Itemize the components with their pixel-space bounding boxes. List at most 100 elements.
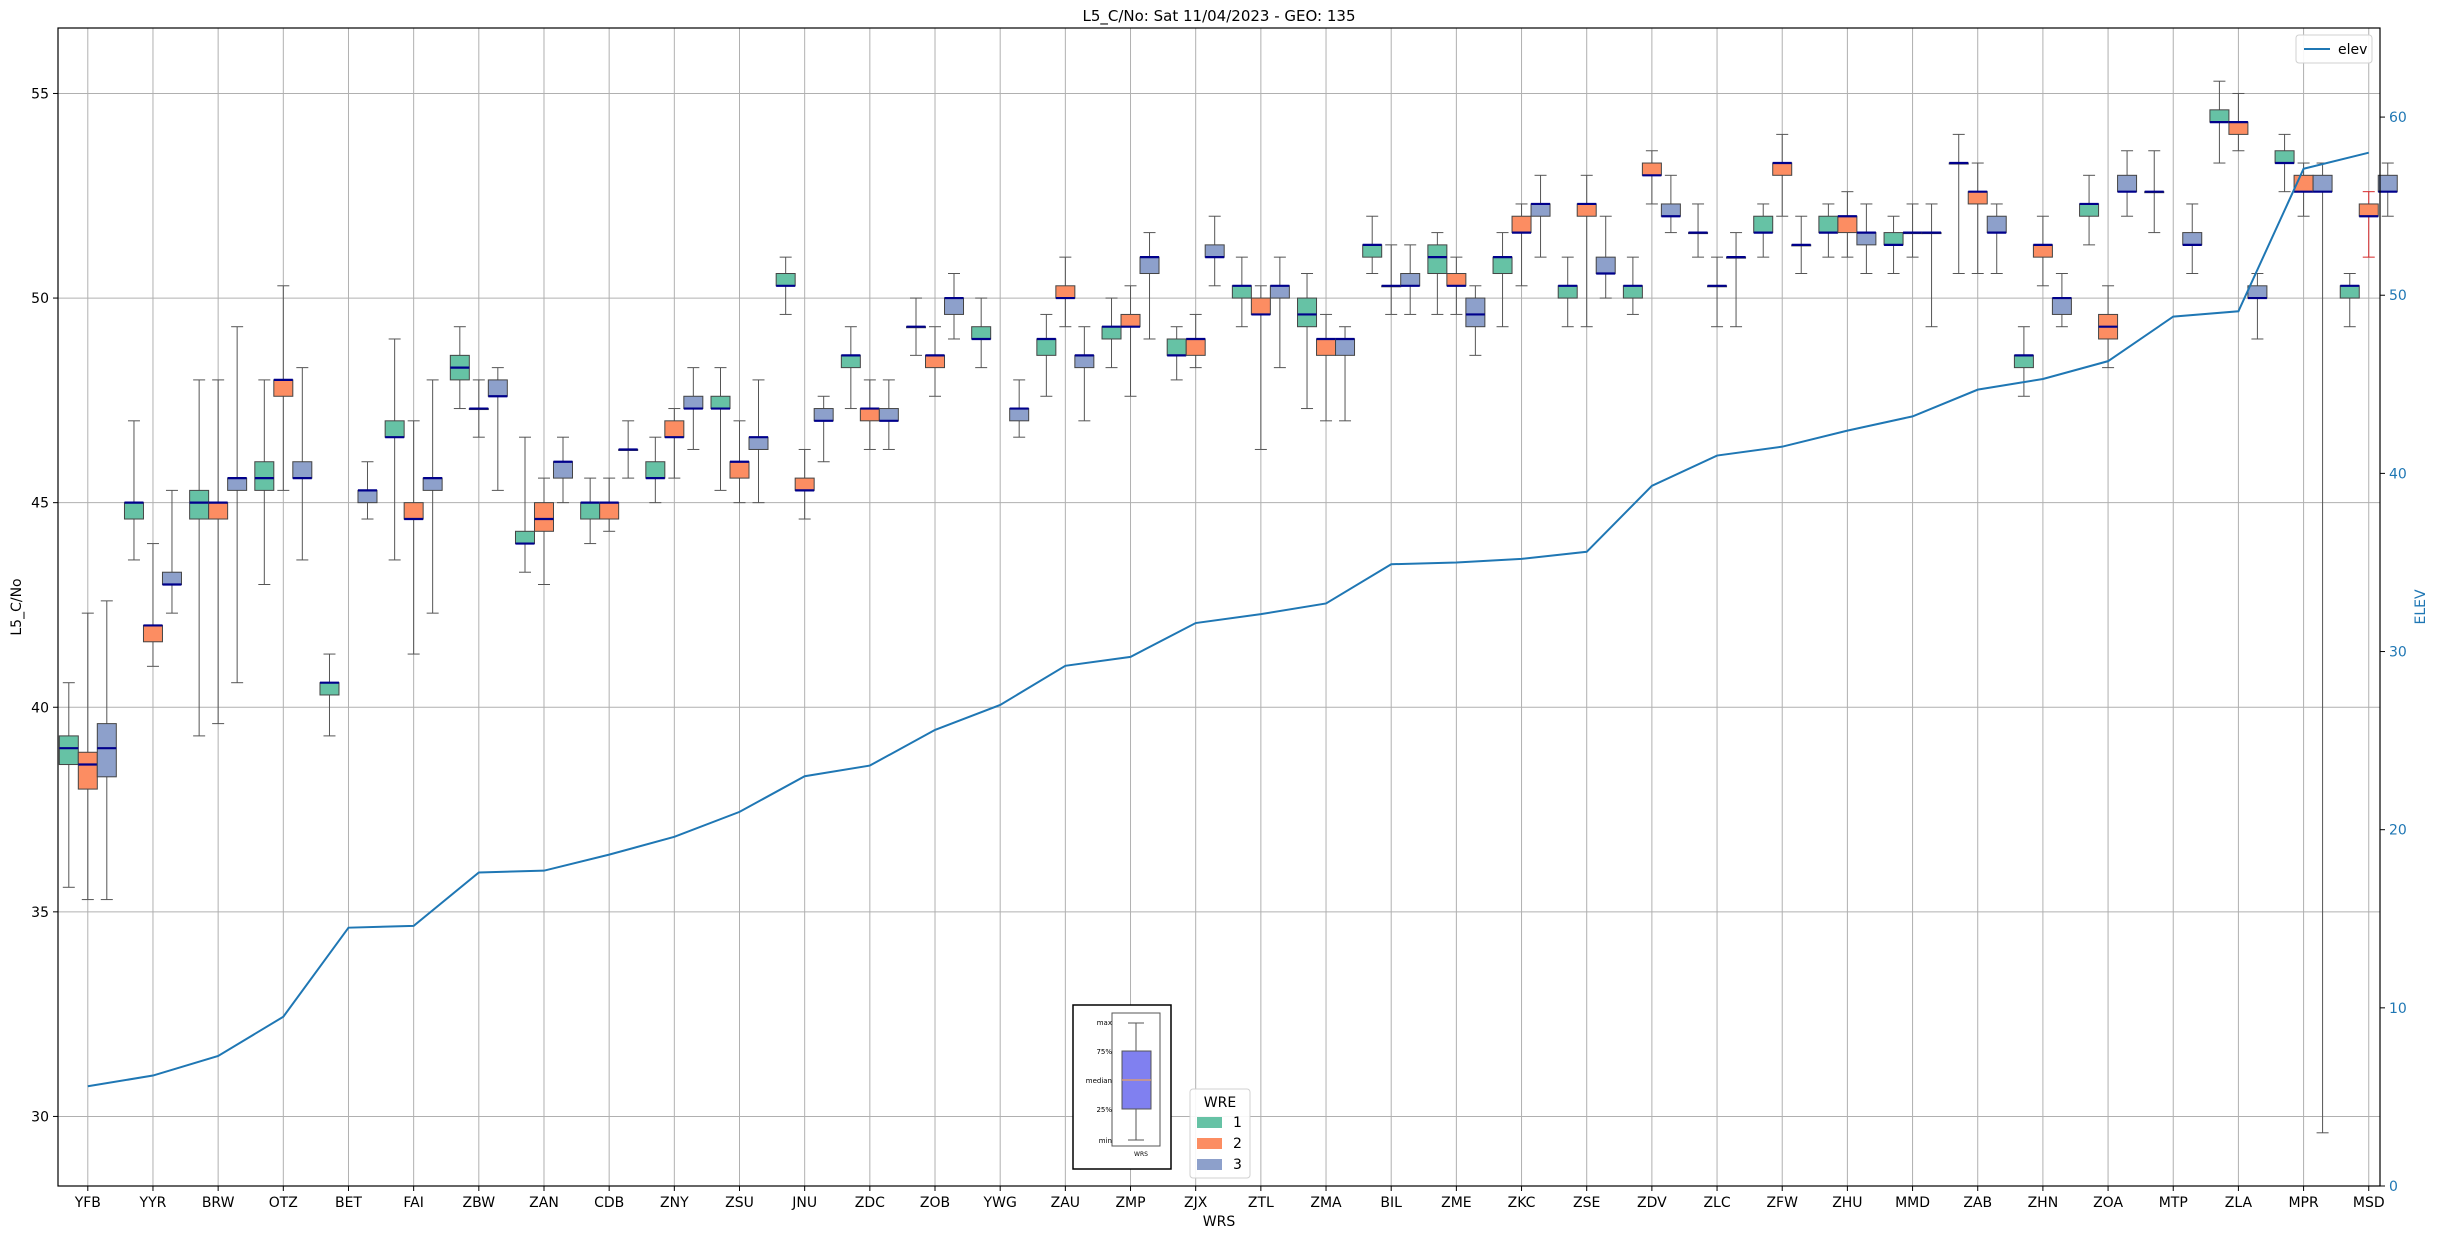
wre-legend-swatch-3 xyxy=(1197,1159,1222,1170)
box-body xyxy=(2013,354,2034,369)
box-wre2-zlc xyxy=(1707,256,1728,328)
box-wre3-zlc xyxy=(1726,232,1747,328)
box-wre2-zmp xyxy=(1120,285,1141,397)
elev-layer xyxy=(87,151,2369,1088)
box-body xyxy=(96,723,117,778)
box-wre3-zhn xyxy=(2051,273,2072,328)
box-wre2-zdv xyxy=(1641,150,1662,205)
x-tick-label: BIL xyxy=(1380,1195,1402,1211)
box-body xyxy=(1530,203,1551,217)
box-wre1-fai xyxy=(384,338,405,561)
box-body xyxy=(1204,244,1225,258)
box-body xyxy=(1036,338,1057,356)
box-body xyxy=(1269,285,1290,299)
x-tick-label: OTZ xyxy=(269,1195,298,1211)
box-wre3-cdb xyxy=(618,420,639,479)
box-wre3-zla xyxy=(2247,273,2268,340)
box-body xyxy=(2182,232,2203,246)
box-body xyxy=(533,502,554,532)
box-body xyxy=(683,395,704,410)
box-wre1-zbw xyxy=(449,326,470,410)
box-wre1-zoa xyxy=(2079,174,2100,246)
box-body xyxy=(2247,285,2268,299)
axis-layer: YFB YYR BRW OTZ BET FAI ZBW ZAN CDB ZNY ZSU JNU ZDC Z… xyxy=(31,86,2407,1211)
box-key-q3: 75% xyxy=(1096,1048,1112,1056)
box-wre3-zhu xyxy=(1856,203,1877,275)
box-body xyxy=(1139,256,1160,275)
y-tick-label: 40 xyxy=(31,700,49,716)
box-wre2-zhn xyxy=(2032,215,2053,287)
wre-legend-label-3: 3 xyxy=(1233,1157,1242,1173)
box-wre3-zoa xyxy=(2117,150,2138,217)
box-body xyxy=(599,502,620,520)
x-tick-label: ZDV xyxy=(1637,1195,1667,1211)
box-wre3-zmp xyxy=(1139,232,1160,340)
box-body xyxy=(2377,174,2398,193)
box-wre3-jnu xyxy=(813,395,834,463)
box-wre1-zsu xyxy=(710,367,731,491)
box-wre3-zkc xyxy=(1530,174,1551,258)
box-wre3-ywg xyxy=(1009,379,1030,438)
x-tick-label: JNU xyxy=(791,1195,817,1211)
x-tick-label: CDB xyxy=(594,1195,624,1211)
box-wre2-bil xyxy=(1381,244,1402,315)
box-wre3-brw xyxy=(227,326,248,684)
box-body xyxy=(794,477,815,491)
box-wre2-fai xyxy=(403,420,424,655)
y-tick-label: 30 xyxy=(31,1109,49,1125)
box-wre1-zob xyxy=(906,297,927,356)
wre-legend-swatch-2 xyxy=(1197,1138,1222,1149)
box-wre3-zse xyxy=(1595,215,1616,299)
box-body xyxy=(1009,408,1030,422)
box-body xyxy=(123,502,144,520)
box-body xyxy=(1465,297,1486,328)
box-wre2-mmd xyxy=(1902,203,1923,258)
box-body xyxy=(1316,338,1337,356)
box-body xyxy=(1837,215,1858,234)
box-key-max: max xyxy=(1097,1019,1112,1027)
box-body xyxy=(58,735,79,766)
box-body xyxy=(1595,256,1616,275)
x-tick-label: YFB xyxy=(74,1195,101,1211)
wre-legend-swatch-1 xyxy=(1197,1117,1222,1128)
y2-tick-label: 0 xyxy=(2389,1179,2398,1195)
box-body xyxy=(775,273,796,287)
y2-tick-label: 50 xyxy=(2389,288,2407,304)
box-wre3-yyr xyxy=(161,489,182,614)
box-wre3-mmd xyxy=(1921,203,1942,328)
x-tick-label: ZKC xyxy=(1508,1195,1536,1211)
box-body xyxy=(2339,285,2360,299)
box-body xyxy=(748,436,769,450)
x-tick-label: ZAB xyxy=(1963,1195,1992,1211)
box-body xyxy=(1101,326,1122,340)
box-body xyxy=(1074,354,1095,369)
x-tick-label: ZSU xyxy=(725,1195,754,1211)
x-tick-label: MTP xyxy=(2159,1195,2188,1211)
box-wre3-bet xyxy=(357,461,378,520)
box-body xyxy=(142,624,163,643)
box-body xyxy=(1231,285,1252,299)
x-tick-label: ZMP xyxy=(1115,1195,1145,1211)
box-body xyxy=(664,420,685,438)
x-tick-label: ZJX xyxy=(1184,1195,1208,1211)
box-body xyxy=(2051,297,2072,315)
box-wre2-zan xyxy=(533,477,554,585)
x-tick-label: ZSE xyxy=(1573,1195,1600,1211)
box-wre1-zdc xyxy=(840,326,861,410)
box-wre1-bil xyxy=(1362,215,1383,275)
x-tick-label: ZHN xyxy=(2028,1195,2059,1211)
box-wre3-otz xyxy=(292,367,313,561)
box-body xyxy=(292,461,313,479)
box-wre3-zfw xyxy=(1791,215,1812,275)
plot-frame xyxy=(57,27,2381,1187)
box-body xyxy=(1856,232,1877,246)
box-body xyxy=(1883,232,1904,246)
box-body xyxy=(1055,285,1076,299)
box-body xyxy=(487,379,508,397)
box-body xyxy=(710,395,731,410)
box-wre1-zfw xyxy=(1753,203,1774,258)
box-wre2-zob xyxy=(925,326,946,397)
box-body xyxy=(645,461,666,479)
box-wre3-zme xyxy=(1465,285,1486,356)
box-wre2-jnu xyxy=(794,448,815,520)
